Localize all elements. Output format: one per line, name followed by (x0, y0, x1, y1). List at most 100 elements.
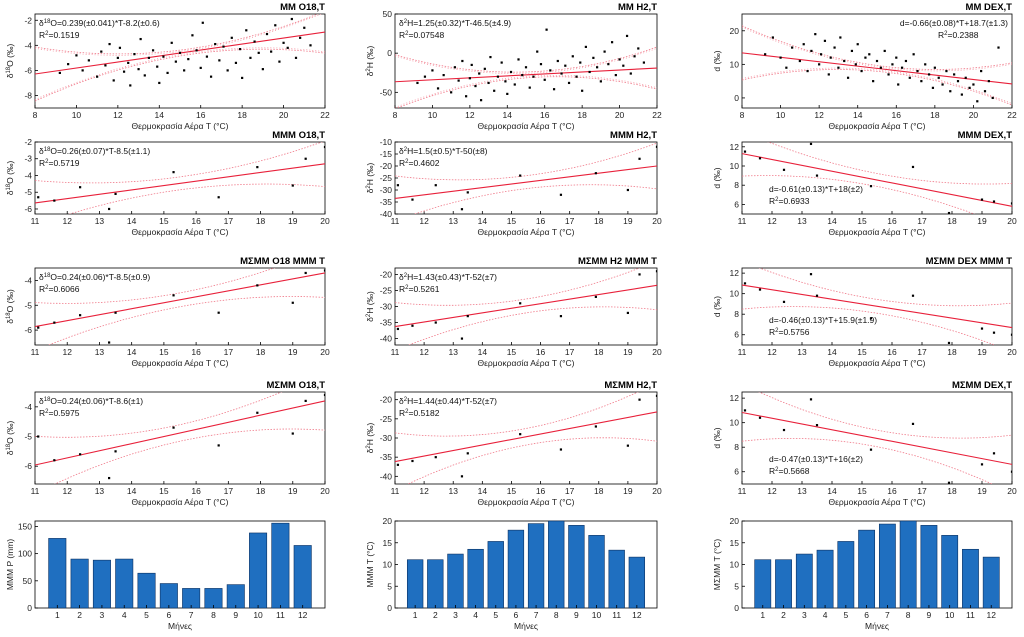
data-point (983, 90, 987, 93)
data-point (100, 50, 103, 53)
x-tick-label: 18 (577, 110, 587, 120)
x-tick-label: 10 (253, 610, 263, 620)
ci-upper (35, 14, 319, 55)
data-point (116, 56, 119, 59)
data-point (992, 200, 996, 203)
data-point (599, 80, 602, 83)
x-tick-label: 12 (814, 110, 824, 120)
data-point (133, 53, 136, 56)
y-axis-label: d (‰) (712, 167, 722, 188)
data-point (156, 65, 159, 68)
x-tick-label: 16 (191, 216, 201, 226)
regression-equation: δ18O=0.24(±0.06)*T-8.5(±0.9) (39, 272, 150, 282)
data-point (864, 56, 867, 59)
x-tick-label: 11 (738, 486, 747, 496)
x-tick-label: 19 (623, 486, 633, 496)
y-tick-label: 20 (730, 516, 740, 526)
ci-upper (742, 25, 1012, 70)
x-tick-label: 17 (224, 486, 234, 496)
data-point (108, 207, 111, 211)
x-tick-label: 11 (738, 216, 747, 226)
data-point (802, 43, 805, 46)
data-point (819, 53, 823, 56)
data-point (987, 80, 990, 83)
x-tick-label: 14 (155, 110, 165, 120)
data-point (603, 50, 606, 53)
data-point (916, 69, 919, 73)
x-tick-label: 14 (478, 486, 488, 496)
x-tick-label: 3 (802, 610, 807, 620)
x-tick-label: 17 (224, 347, 234, 357)
data-point (270, 50, 273, 53)
panel-title: MMM O18,T (272, 130, 325, 141)
data-point (151, 49, 155, 52)
plot-frame (34, 267, 326, 346)
data-point (596, 66, 599, 69)
x-tick-label: 15 (857, 486, 867, 496)
data-point (489, 55, 492, 59)
x-tick-label: 11 (738, 347, 747, 357)
y-tick-label: -35 (380, 318, 393, 328)
y-tick-label: -25 (380, 285, 393, 295)
panel-title: MM O18,T (280, 2, 325, 13)
data-point (53, 459, 56, 462)
data-point (37, 435, 40, 438)
data-point (785, 66, 788, 69)
data-point (782, 428, 786, 432)
x-tick-label: 11 (31, 347, 40, 357)
y-tick-label: 15 (730, 538, 740, 548)
x-tick-label: 20 (1007, 347, 1017, 357)
x-tick-label: 15 (507, 347, 517, 357)
x-tick-label: 19 (288, 216, 298, 226)
x-tick-label: 17 (565, 486, 575, 496)
y-tick-label: 150 (18, 521, 32, 531)
x-tick-label: 4 (823, 610, 828, 620)
y-axis-label: d (‰) (712, 50, 722, 71)
plot-frame (34, 13, 326, 109)
data-point (860, 69, 863, 73)
ci-upper (758, 392, 1012, 439)
y-tick-label: -6 (24, 65, 32, 75)
ci-upper-inner (35, 14, 322, 56)
data-point (614, 74, 617, 77)
data-point (850, 49, 854, 53)
data-point (900, 66, 904, 69)
y-tick-label: 5 (734, 581, 739, 591)
data-point (506, 92, 509, 95)
regression-equation: δ2H=1.43(±0.43)*T-52(±7) (399, 272, 497, 282)
bar-month-1 (754, 559, 772, 609)
data-point (638, 273, 641, 276)
y-tick-label: 10 (383, 560, 393, 570)
x-tick-label: 12 (62, 347, 72, 357)
data-point (868, 53, 871, 56)
data-point (869, 185, 873, 188)
fit-line (395, 67, 657, 83)
y-tick-label: 0 (734, 603, 739, 613)
data-point (571, 55, 574, 58)
x-tick-label: 12 (419, 486, 429, 496)
r-squared: R2=0.5975 (39, 408, 80, 418)
data-point (108, 476, 111, 480)
x-tick-label: 20 (652, 486, 662, 496)
x-tick-label: 20 (320, 216, 330, 226)
data-point (633, 55, 636, 58)
data-point (875, 59, 879, 63)
x-axis-label: Θερμοκρασία Αέρα T (°C) (478, 227, 575, 237)
panel-title: MM H2,T (618, 2, 657, 13)
y-tick-label: 6 (734, 467, 739, 477)
data-point (539, 63, 543, 66)
data-point (947, 481, 951, 484)
bar-month-10 (941, 535, 959, 609)
data-point (743, 282, 747, 285)
data-point (222, 45, 225, 48)
x-tick-label: 18 (594, 347, 604, 357)
x-tick-label: 6 (166, 610, 171, 620)
data-point (1010, 333, 1012, 336)
fit-line (395, 284, 657, 328)
y-tick-label: -30 (380, 185, 393, 195)
y-tick-label: -6 (24, 461, 32, 471)
y-axis-label: δ2H (‰) (365, 291, 375, 322)
data-point (809, 398, 813, 401)
data-point (460, 475, 464, 478)
